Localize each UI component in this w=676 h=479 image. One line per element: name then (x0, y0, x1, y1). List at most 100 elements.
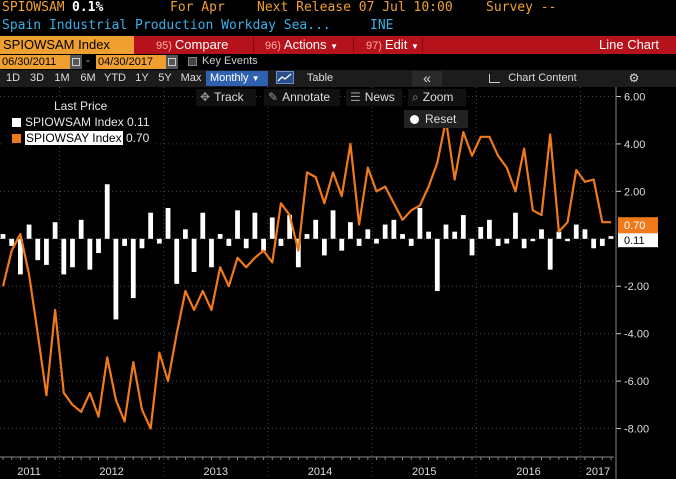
source-label: INE (370, 18, 394, 33)
key-events-checkbox[interactable] (188, 57, 197, 66)
bar (113, 238, 119, 320)
bar (356, 238, 362, 246)
x-tick-label: 2016 (516, 466, 540, 478)
range-1d-button[interactable]: 1D (5, 72, 21, 84)
bar (17, 238, 23, 275)
ticker-header: SPIOWSAM 0.1% For Apr Next Release 07 Ju… (0, 0, 676, 18)
bar (304, 234, 310, 239)
bar (191, 238, 197, 272)
table-button[interactable]: Table (306, 72, 334, 84)
caret-down-icon: ▼ (251, 74, 260, 83)
y-tick-label: -2.00 (624, 281, 649, 293)
bar (209, 238, 214, 268)
x-tick-label: 2011 (17, 466, 41, 478)
line-chart[interactable]: 6.004.002.00-2.00-4.00-6.00-8.00 2011 201… (0, 87, 676, 479)
bar (330, 210, 336, 239)
chart-toolbar: 1D 3D 1M 6M YTD 1Y 5Y Max Monthly ▼ Tabl… (0, 70, 676, 87)
annotate-button[interactable]: ✎ Annotate (264, 89, 340, 106)
security-field[interactable]: SPIOWSAM Index (0, 36, 134, 54)
bar (78, 219, 84, 239)
zoom-button[interactable]: ⌕ Zoom (408, 89, 466, 106)
range-1m-button[interactable]: 1M (54, 72, 70, 84)
legend-item-spiowsam[interactable]: SPIOWSAM Index 0.11 (12, 115, 150, 129)
bar (165, 207, 171, 239)
last-value-label: 0.11 (624, 235, 645, 247)
plot-area (0, 87, 620, 479)
x-tick-label: 2012 (99, 466, 123, 478)
range-max-button[interactable]: Max (180, 72, 202, 84)
actions-button[interactable]: 96) Actions ▼ (265, 37, 339, 52)
chart-type-icon[interactable] (274, 71, 296, 86)
frequency-dropdown[interactable]: Monthly ▼ (206, 71, 268, 86)
bar (122, 238, 127, 246)
last-value-markers: 0.70 0.11 (618, 217, 658, 248)
x-tick-label: 2017 (586, 466, 610, 478)
next-release: Next Release 07 Jul 10:00 (257, 0, 453, 15)
bar (235, 210, 240, 239)
bar (313, 219, 319, 239)
bar (252, 212, 258, 239)
compare-button[interactable]: 95) Compare (156, 37, 229, 52)
bar (460, 215, 466, 239)
bar (44, 238, 49, 265)
gear-icon[interactable]: ⚙ (628, 71, 640, 85)
end-date-field[interactable]: 04/30/2017 (96, 55, 166, 69)
last-value-badge (618, 217, 658, 234)
range-ytd-button[interactable]: YTD (104, 72, 126, 84)
bar (408, 238, 414, 246)
y-tick-label: -6.00 (624, 376, 649, 388)
range-5y-button[interactable]: 5Y (158, 72, 172, 84)
bar (104, 184, 110, 239)
bar (96, 238, 101, 254)
bar (487, 219, 492, 239)
bar (278, 238, 284, 246)
news-icon: ☰ (350, 90, 361, 104)
range-1y-button[interactable]: 1Y (135, 72, 149, 84)
reset-button[interactable]: Reset (404, 110, 468, 128)
news-button[interactable]: ☰ News (346, 89, 402, 106)
bar (547, 238, 553, 270)
bar (174, 238, 180, 284)
bar (556, 231, 562, 239)
last-value-label: 0.70 (624, 220, 645, 232)
bar (148, 212, 154, 239)
bar (295, 238, 301, 268)
function-bar: SPIOWSAM Index 95) Compare 96) Actions ▼ 9… (0, 36, 676, 54)
bar (391, 219, 397, 239)
y-tick-label: 6.00 (624, 91, 645, 103)
collapse-button[interactable]: « (412, 71, 442, 86)
start-date-field[interactable]: 06/30/2011 (0, 55, 70, 69)
bar (434, 238, 440, 291)
bar (200, 212, 206, 239)
range-3d-button[interactable]: 3D (29, 72, 45, 84)
calendar-icon[interactable] (70, 55, 82, 69)
view-type-label[interactable]: Line Chart (599, 37, 659, 52)
bar (183, 229, 188, 239)
caret-down-icon: ▼ (410, 42, 419, 51)
range-6m-button[interactable]: 6M (80, 72, 96, 84)
date-separator: - (86, 55, 90, 67)
pencil-icon: ✎ (268, 90, 279, 104)
bar (87, 238, 93, 270)
legend-item-spiowsay[interactable]: SPIOWSAY Index 0.70 (12, 131, 149, 145)
x-tick-label: 2013 (204, 466, 228, 478)
legend-swatch (12, 134, 21, 144)
calendar-icon[interactable] (166, 55, 178, 69)
legend-swatch (12, 118, 21, 128)
bar (269, 217, 275, 239)
edit-button[interactable]: 97) Edit ▼ (366, 37, 419, 52)
bar (469, 238, 475, 256)
bar (582, 229, 588, 239)
bar (348, 222, 353, 239)
bar-series (0, 184, 614, 320)
bar (52, 222, 58, 239)
bar (217, 234, 223, 239)
track-button[interactable]: ✥ Track (196, 89, 256, 106)
y-tick-label: -4.00 (624, 329, 649, 341)
bar (130, 238, 136, 299)
bar (513, 212, 518, 239)
chart-content-button[interactable]: Chart Content (478, 71, 588, 86)
last-value-badge (618, 233, 658, 248)
bar (243, 238, 249, 249)
bar (9, 238, 15, 246)
